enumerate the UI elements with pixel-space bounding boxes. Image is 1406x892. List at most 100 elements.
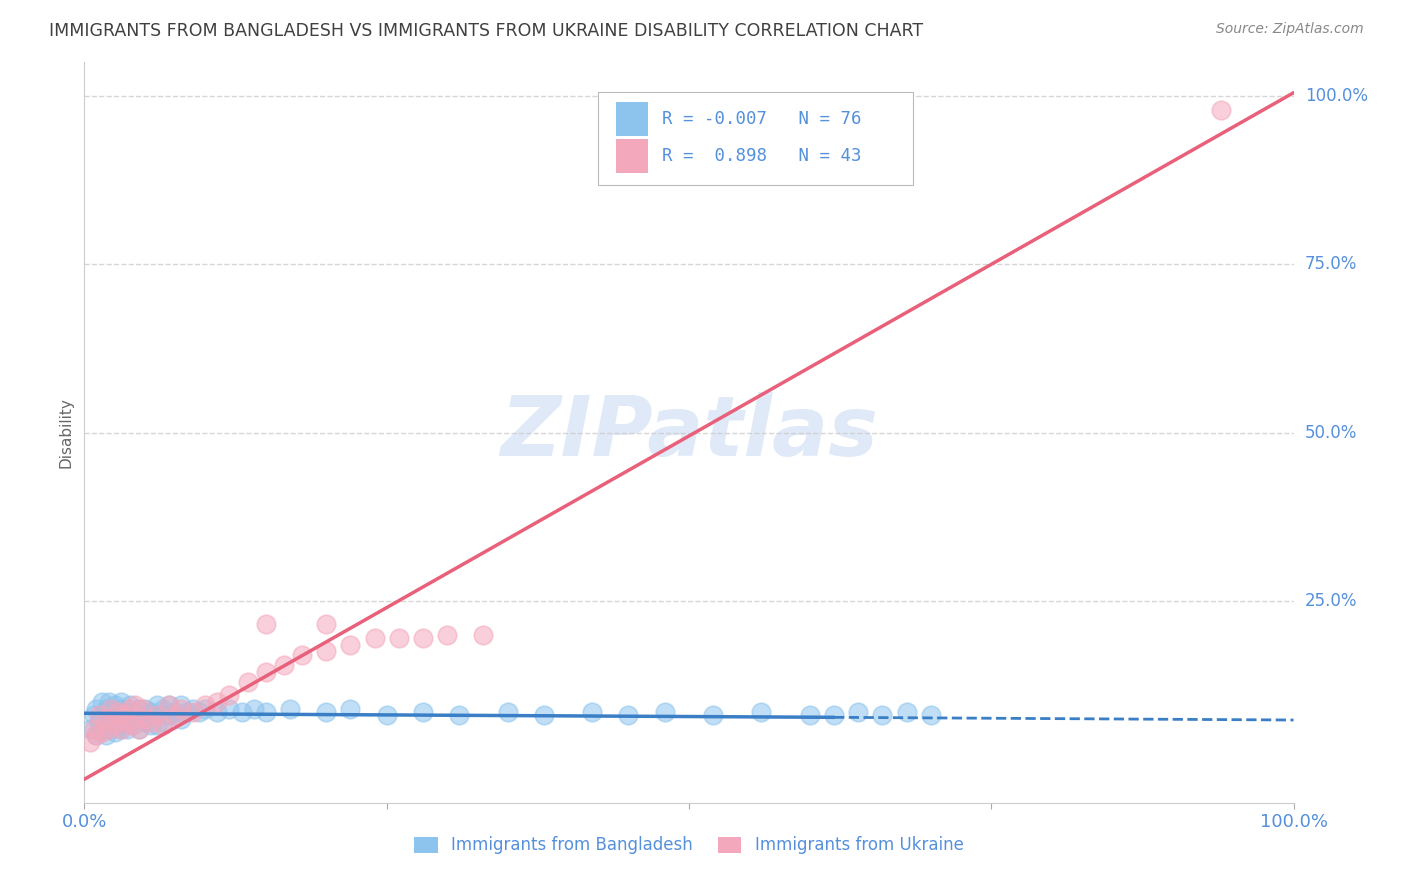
Point [97,722,120,736]
Point [254,617,277,632]
Point [436,627,458,641]
Point [496,705,519,719]
Point [128,722,150,736]
Point [315,617,337,632]
Point [533,708,555,723]
Point [131,712,153,726]
Point [1209,103,1232,117]
Point [799,708,821,723]
Text: 100.0%: 100.0% [1305,87,1368,105]
Point [702,708,724,723]
Point [363,631,385,645]
Point [218,701,240,715]
Point [86,729,108,743]
Point [97,695,120,709]
Point [146,718,169,732]
Point [120,701,142,715]
Point [107,718,129,732]
Point [872,708,894,723]
Point [581,705,603,719]
Point [91,722,114,736]
Point [104,712,127,726]
Point [846,705,869,719]
Point [131,701,153,715]
Point [176,705,198,719]
Point [110,722,132,736]
Text: 75.0%: 75.0% [1305,255,1357,273]
Point [242,701,264,715]
Point [115,714,138,729]
Point [181,701,204,715]
Point [152,714,174,729]
Point [315,644,337,658]
Point [83,708,105,723]
Point [157,698,180,713]
Point [823,708,845,723]
Point [152,718,174,732]
Point [134,712,156,726]
Point [278,701,301,715]
Point [79,722,101,736]
Point [157,698,180,713]
Point [120,698,142,713]
Point [94,729,117,743]
Point [87,708,110,723]
Point [121,705,143,719]
Point [449,708,471,723]
Point [115,722,138,736]
Point [87,714,110,729]
Point [110,722,132,736]
Point [112,701,135,715]
Point [86,701,108,715]
Point [79,735,101,749]
Point [139,714,162,729]
Point [207,705,229,719]
Point [134,701,156,715]
Point [751,705,773,719]
Point [339,638,361,652]
Point [94,712,117,726]
Point [110,708,132,723]
Point [91,725,114,739]
Point [86,729,108,743]
Point [194,701,217,715]
Point [254,705,277,719]
Point [388,631,411,645]
Point [412,631,434,645]
Point [146,698,169,713]
Point [107,705,129,719]
Point [91,695,114,709]
Point [291,648,314,662]
Point [170,712,193,726]
Point [165,708,187,723]
Text: R =  0.898   N = 43: R = 0.898 N = 43 [662,147,862,165]
Point [107,705,129,719]
Text: ZIPatlas: ZIPatlas [501,392,877,473]
Text: R = -0.007   N = 76: R = -0.007 N = 76 [662,111,862,128]
Point [104,698,127,713]
Point [152,701,174,715]
Point [207,695,229,709]
Text: IMMIGRANTS FROM BANGLADESH VS IMMIGRANTS FROM UKRAINE DISABILITY CORRELATION CHA: IMMIGRANTS FROM BANGLADESH VS IMMIGRANTS… [49,22,924,40]
Point [124,712,146,726]
Point [121,718,143,732]
Point [100,714,122,729]
Point [315,705,337,719]
Y-axis label: Disability: Disability [58,397,73,468]
Point [128,701,150,715]
Point [110,695,132,709]
Point [654,705,676,719]
Point [920,708,942,723]
Point [157,708,180,723]
Text: 50.0%: 50.0% [1305,424,1357,442]
Point [412,705,434,719]
Point [104,718,127,732]
Point [181,705,204,719]
Point [134,714,156,729]
Point [194,698,217,713]
Point [218,688,240,702]
Point [112,714,135,729]
Point [97,722,120,736]
Point [617,708,640,723]
Point [146,708,169,723]
